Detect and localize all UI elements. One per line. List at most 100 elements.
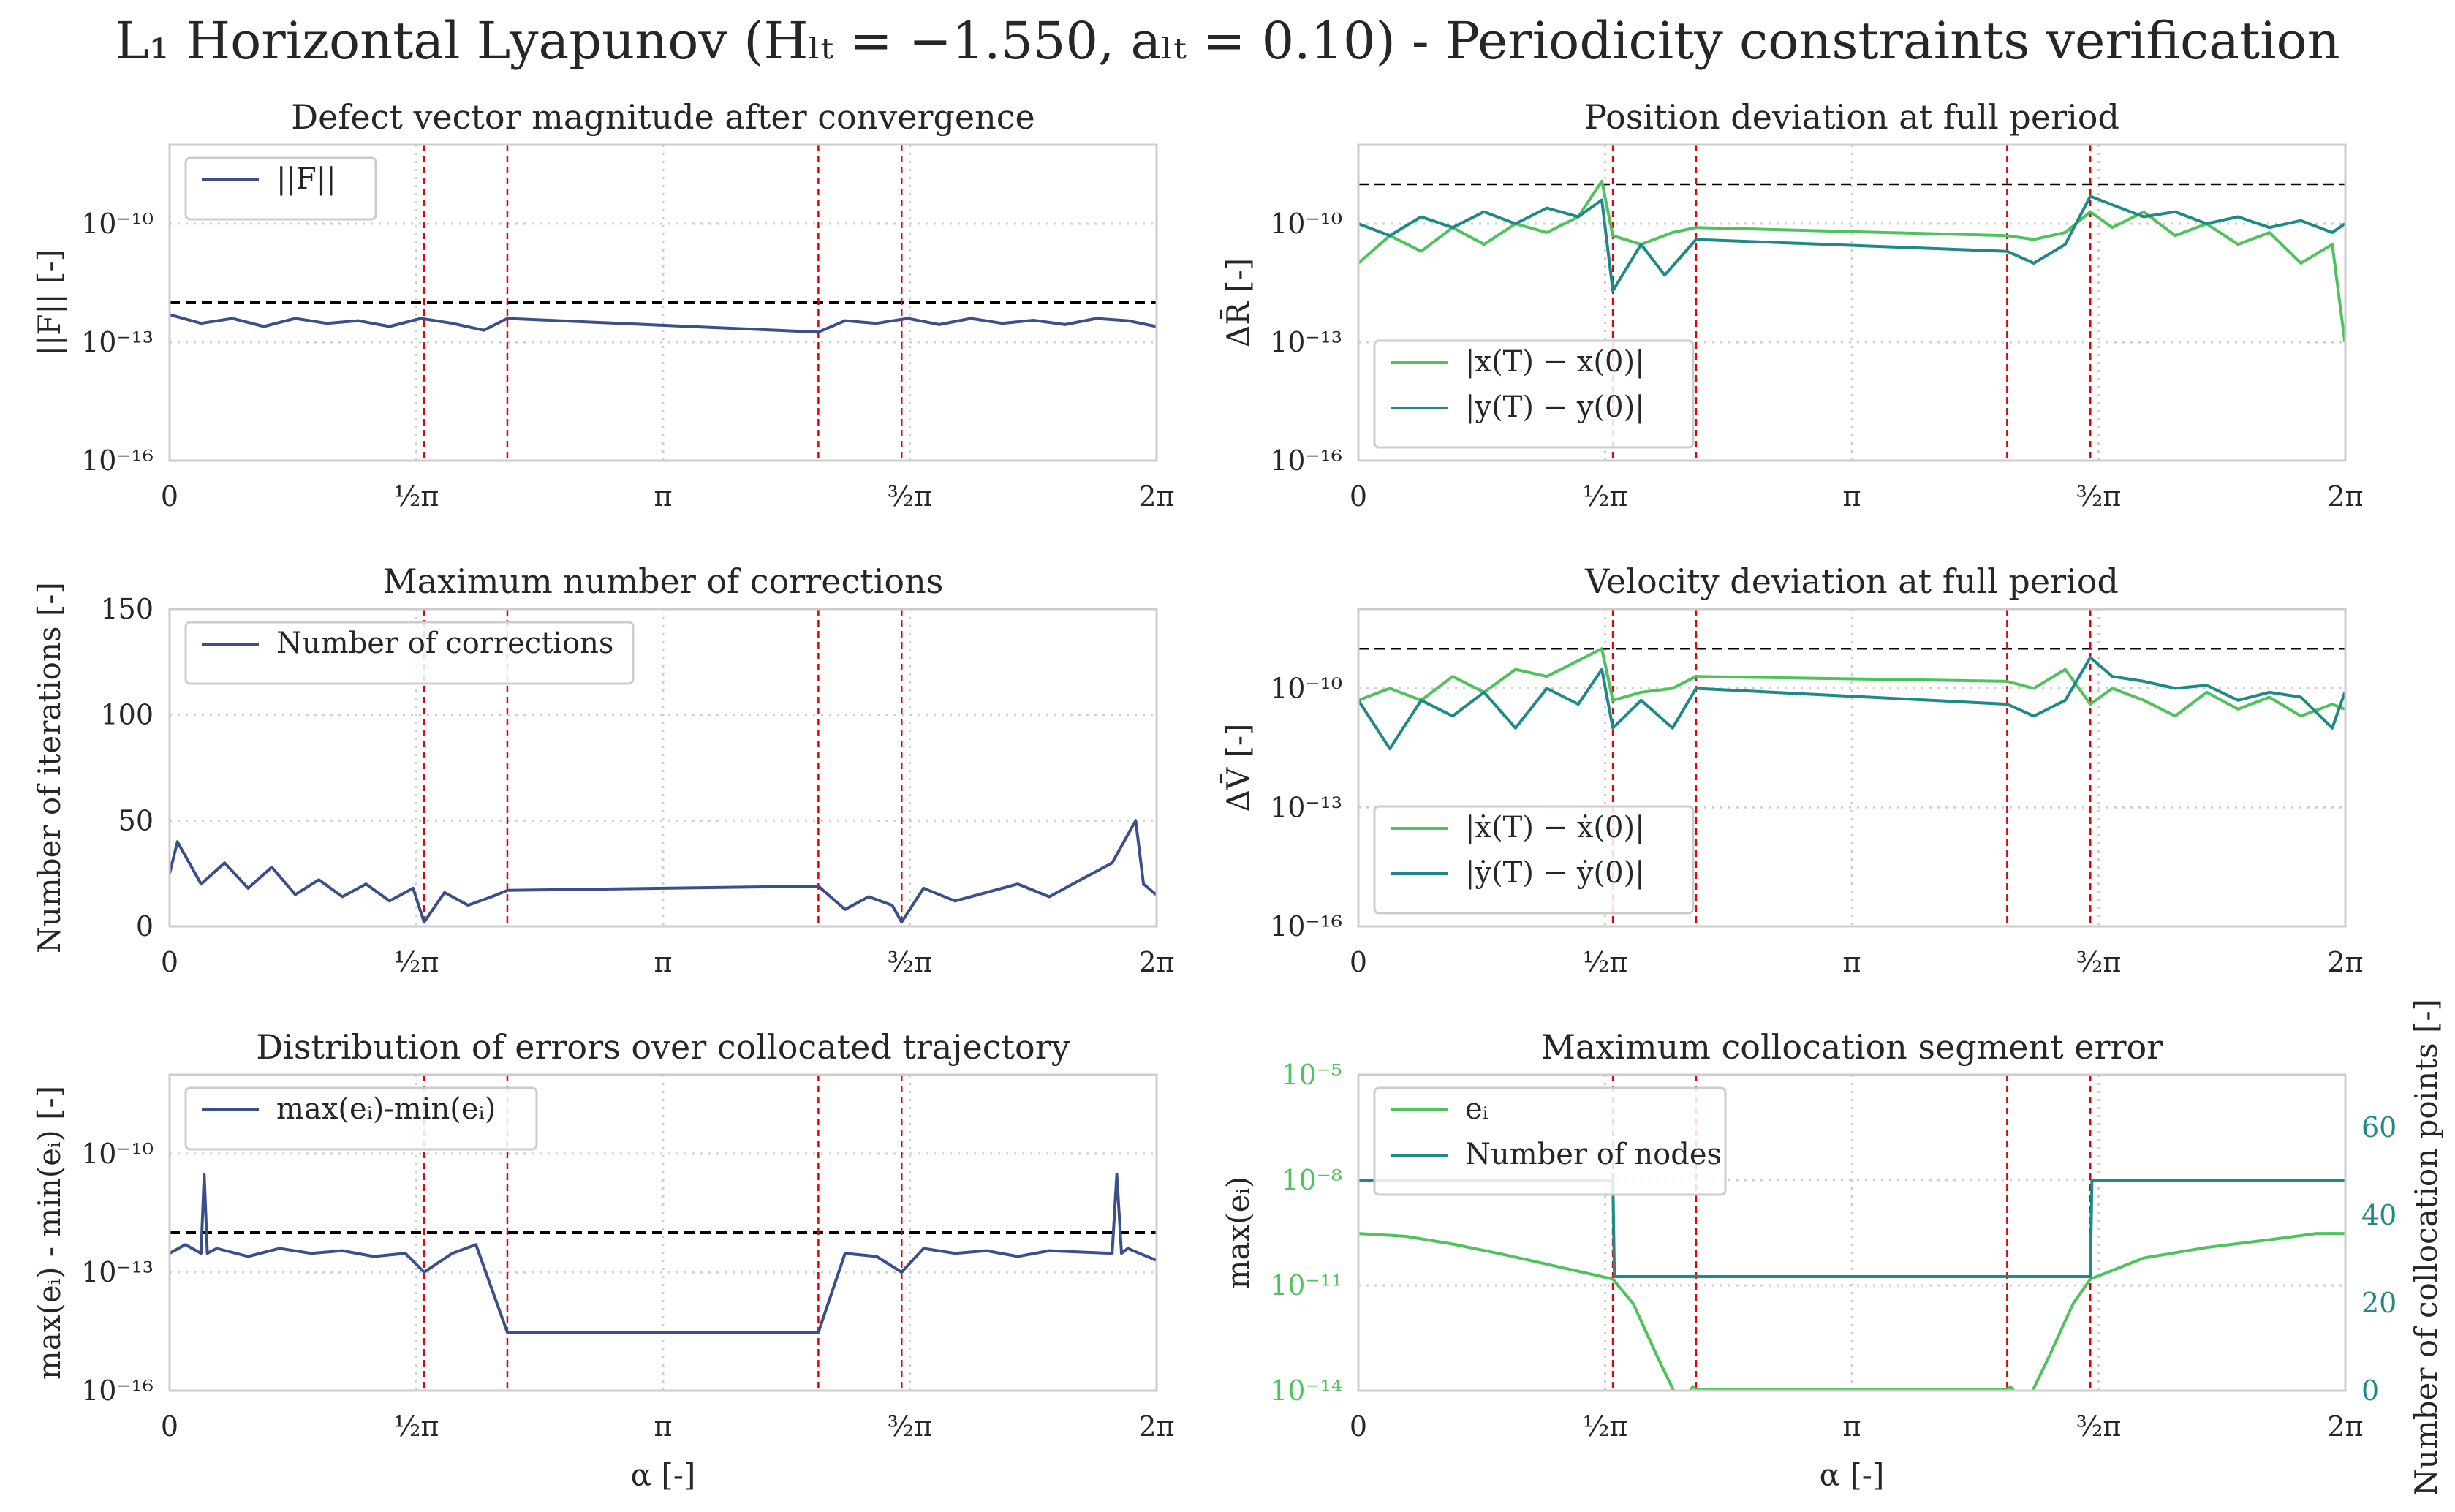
y-tick-label: 10⁻¹⁶ xyxy=(81,445,154,477)
panel-title: Maximum collocation segment error xyxy=(1541,1027,2163,1067)
y-tick-label: 10⁻⁵ xyxy=(1281,1059,1342,1091)
legend-box xyxy=(184,621,635,685)
x-tick-label: ³⁄₂π xyxy=(888,1410,933,1443)
x-tick-label: ½π xyxy=(1583,946,1628,978)
y-tick-label: 10⁻¹⁰ xyxy=(1270,208,1342,240)
y-tick-label: 10⁻¹⁴ xyxy=(1270,1375,1342,1407)
plot-frame xyxy=(1357,608,2347,928)
x-tick-label: ³⁄₂π xyxy=(2076,1410,2122,1443)
panel-corrections: 0 ½π π ³⁄₂π 2π 0 50 100 150 Maximum number of cor… xyxy=(31,562,1175,978)
y-axis-label: ||F|| [-] xyxy=(31,249,67,356)
plot-frame xyxy=(168,1073,1158,1392)
x-tick-label: ³⁄₂π xyxy=(2076,946,2122,978)
y-tick-label: 10⁻⁸ xyxy=(1281,1164,1342,1196)
x-tick-label: 0 xyxy=(1350,946,1367,978)
plot-frame xyxy=(1357,143,2347,462)
legend-label: max(eᵢ)-min(eᵢ) xyxy=(276,1092,496,1126)
panel-velocity: 0 ½π π ³⁄₂π 2π 10⁻¹⁰ 10⁻¹³ 10⁻¹⁶ Velocity deviat… xyxy=(1219,562,2363,978)
y2-tick-label: 40 xyxy=(2361,1199,2397,1231)
x-tick-label: ½π xyxy=(1583,1410,1628,1443)
x-tick-label: ³⁄₂π xyxy=(888,946,933,978)
x-tick-label: π xyxy=(1843,946,1861,978)
x-tick-label: 2π xyxy=(2327,1410,2363,1443)
y2-tick-label: 20 xyxy=(2361,1287,2397,1319)
x-tick-label: π xyxy=(654,1410,673,1443)
y-tick-label: 10⁻¹³ xyxy=(1270,791,1342,823)
y2-tick-label: 0 xyxy=(2361,1375,2379,1407)
y-tick-label: 100 xyxy=(100,699,154,731)
legend: max(eᵢ)-min(eᵢ) xyxy=(184,1086,538,1151)
legend-label: |x(T) − x(0)| xyxy=(1465,345,1645,379)
x-tick-label: 0 xyxy=(1350,1410,1367,1443)
y-tick-label: 10⁻¹⁰ xyxy=(81,1138,154,1170)
x-tick-label: 2π xyxy=(1138,1410,1174,1443)
series-line-1 xyxy=(1358,194,2345,292)
y-tick-label: 10⁻¹⁰ xyxy=(81,208,154,240)
legend-label: |ẋ(T) − ẋ(0)| xyxy=(1465,811,1645,844)
subplot-grid: 0 ½π π ³⁄₂π 2π 10⁻¹⁰ 10⁻¹³ 10⁻¹⁶ Defect vector m… xyxy=(31,97,2444,1496)
legend-box xyxy=(1373,339,1695,449)
series-line-0 xyxy=(1358,647,2345,718)
x-tick-label: 0 xyxy=(1350,480,1367,513)
legend-label: Number of corrections xyxy=(276,627,613,660)
panel-distribution: 0 ½π π ³⁄₂π 2π 10⁻¹⁰ 10⁻¹³ 10⁻¹⁶ Distribution of… xyxy=(31,1027,1175,1493)
legend: ||F|| xyxy=(184,156,377,221)
y-tick-label: 150 xyxy=(100,593,154,625)
legend: Number of corrections xyxy=(184,621,635,685)
x-tick-label: ½π xyxy=(1583,480,1628,513)
legend-box xyxy=(184,156,377,221)
y-tick-label: 50 xyxy=(118,804,154,836)
x-tick-label: π xyxy=(1843,480,1861,513)
panel-title: Position deviation at full period xyxy=(1584,97,2119,137)
legend-box xyxy=(184,1086,538,1151)
series-line-1 xyxy=(1358,656,2345,751)
series-line-0 xyxy=(170,1173,1157,1334)
panel-title: Defect vector magnitude after convergenc… xyxy=(291,97,1035,137)
legend-box xyxy=(1373,1086,1727,1196)
panel-title: Distribution of errors over collocated t… xyxy=(256,1027,1070,1067)
y-tick-label: 10⁻¹³ xyxy=(1270,326,1342,358)
x-tick-label: 2π xyxy=(1138,946,1174,978)
x-tick-label: 2π xyxy=(2327,946,2363,978)
x-tick-label: π xyxy=(1843,1410,1861,1443)
plot-frame xyxy=(168,608,1158,928)
y-tick-label: 10⁻¹³ xyxy=(81,1256,154,1288)
y2-axis-label: Number of collocation points [-] xyxy=(2408,999,2444,1496)
y-tick-label: 10⁻¹¹ xyxy=(1270,1269,1342,1301)
legend: eᵢ Number of nodes xyxy=(1373,1086,1727,1196)
legend-box xyxy=(1373,805,1695,915)
legend-label: |ẏ(T) − ẏ(0)| xyxy=(1465,856,1645,890)
y-axis-label: max(eᵢ) xyxy=(1220,1176,1256,1290)
series-line-0 xyxy=(1358,1232,2345,1391)
x-tick-label: 2π xyxy=(2327,480,2363,513)
legend: |ẋ(T) − ẋ(0)| |ẏ(T) − ẏ(0)| xyxy=(1373,805,1695,915)
y-axis-label: ΔR̄ [-] xyxy=(1219,258,1256,347)
x-tick-label: 0 xyxy=(161,480,178,513)
legend-label: eᵢ xyxy=(1465,1092,1488,1126)
x-axis-label: α [-] xyxy=(631,1457,696,1493)
legend-label: Number of nodes xyxy=(1465,1138,1722,1171)
y-tick-label: 10⁻¹³ xyxy=(81,326,154,358)
legend-label: |y(T) − y(0)| xyxy=(1465,390,1645,424)
y2-tick-label: 60 xyxy=(2361,1111,2397,1144)
series-line-0 xyxy=(170,819,1157,924)
panel-position: 0 ½π π ³⁄₂π 2π 10⁻¹⁰ 10⁻¹³ 10⁻¹⁶ Position deviat… xyxy=(1219,97,2363,513)
x-tick-label: π xyxy=(654,480,673,513)
x-tick-label: 0 xyxy=(161,946,178,978)
panel-title: Maximum number of corrections xyxy=(383,562,944,601)
y-tick-label: 10⁻¹⁰ xyxy=(1270,673,1342,705)
panel-title: Velocity deviation at full period xyxy=(1584,562,2119,601)
y-tick-label: 10⁻¹⁶ xyxy=(1270,445,1342,477)
panel-defect: 0 ½π π ³⁄₂π 2π 10⁻¹⁰ 10⁻¹³ 10⁻¹⁶ Defect vector m… xyxy=(31,97,1175,513)
x-tick-label: ½π xyxy=(394,1410,439,1443)
x-tick-label: π xyxy=(654,946,673,978)
y-axis-label: ΔV̄ [-] xyxy=(1219,724,1256,812)
plot-frame xyxy=(1357,1073,2347,1392)
x-tick-label: 0 xyxy=(161,1410,178,1443)
legend: |x(T) − x(0)| |y(T) − y(0)| xyxy=(1373,339,1695,449)
series-line-0 xyxy=(170,313,1157,334)
x-axis-label: α [-] xyxy=(1820,1457,1885,1493)
x-tick-label: 2π xyxy=(1138,480,1174,513)
